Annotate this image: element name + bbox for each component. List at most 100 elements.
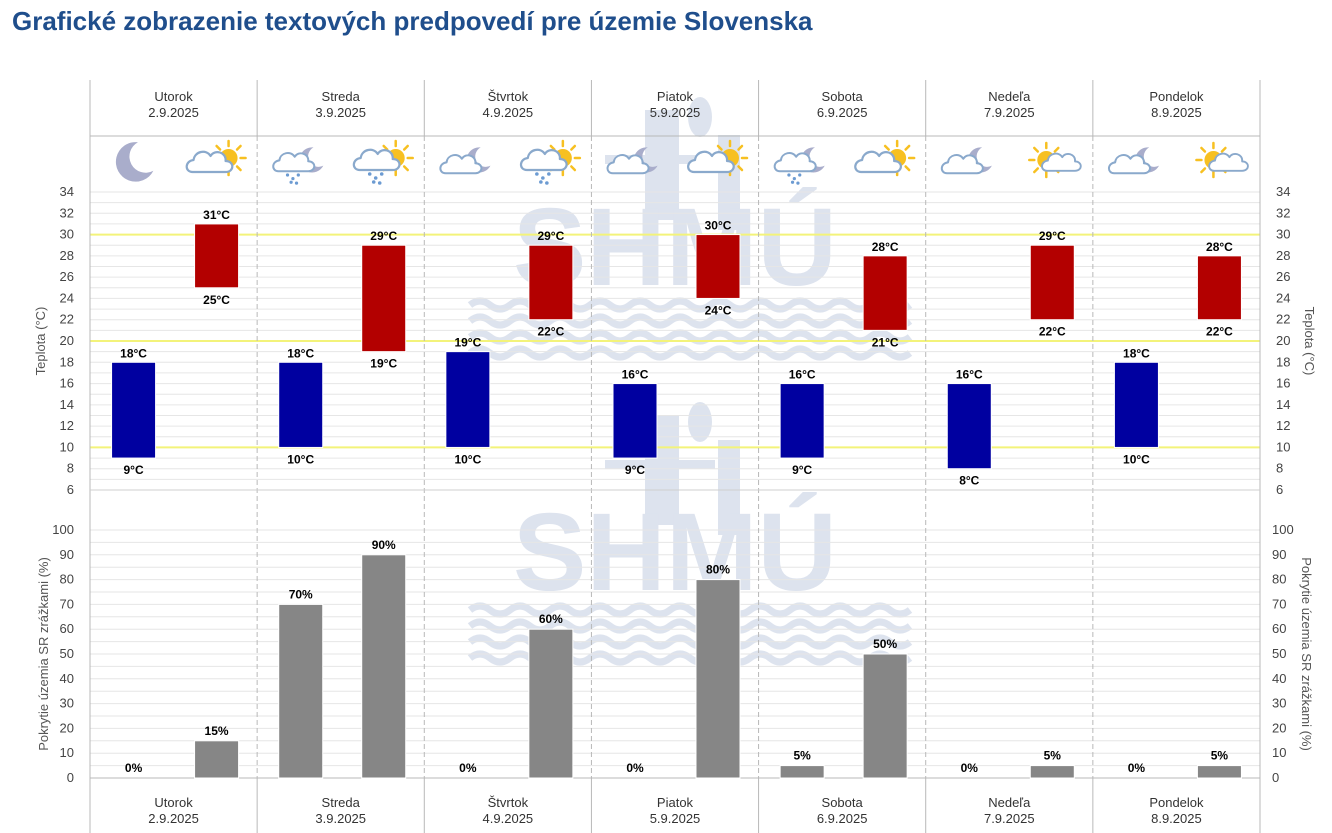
- header-day-date: 3.9.2025: [315, 105, 366, 120]
- precip-label: 0%: [459, 761, 477, 775]
- header-day-name: Utorok: [154, 89, 193, 104]
- temp-label-max: 29°C: [370, 229, 397, 243]
- temp-bar-night: [445, 351, 491, 448]
- precip-label: 15%: [205, 724, 229, 738]
- footer-day-date: 3.9.2025: [315, 811, 366, 826]
- temp-label-min: 8°C: [959, 474, 979, 488]
- temp-y-tick-right: 26: [1276, 269, 1290, 284]
- footer-day-date: 5.9.2025: [650, 811, 701, 826]
- precip-y-tick-left: 30: [60, 696, 74, 711]
- temp-label-max: 18°C: [287, 346, 314, 360]
- temp-y-tick-right: 14: [1276, 397, 1290, 412]
- header-day-date: 5.9.2025: [650, 105, 701, 120]
- bars-layer: [111, 223, 1242, 779]
- temp-label-min: 10°C: [287, 452, 314, 466]
- day-columns: Utorok2.9.2025Utorok2.9.2025Streda3.9.20…: [89, 80, 1261, 833]
- moon-icon: [115, 142, 154, 182]
- header-day-date: 8.9.2025: [1151, 105, 1202, 120]
- temp-y-tick-left: 22: [60, 312, 74, 327]
- header-day-name: Štvrtok: [488, 89, 529, 104]
- footer-day-name: Piatok: [657, 795, 694, 810]
- precip-y-tick-left: 40: [60, 671, 74, 686]
- temp-label-max: 30°C: [705, 219, 732, 233]
- precip-bar-day: [1029, 765, 1075, 779]
- watermark-wave: [467, 313, 913, 329]
- temp-y-tick-right: 24: [1276, 290, 1290, 305]
- footer-day-name: Sobota: [822, 795, 864, 810]
- footer-day-date: 6.9.2025: [817, 811, 868, 826]
- temp-label-min: 24°C: [705, 303, 732, 317]
- data-labels: 18°C 9°C 18°C 10°C 19°C 10°C 16°C 9°C 16°C 9°C 16°…: [120, 208, 1233, 775]
- footer-day-name: Štvrtok: [488, 795, 529, 810]
- sun-rain-icon: [352, 139, 414, 185]
- precip-y-tick-right: 70: [1272, 596, 1286, 611]
- precip-y-tick-left: 100: [52, 522, 74, 537]
- header-day-name: Streda: [322, 89, 361, 104]
- grid-layer: [90, 191, 1260, 779]
- temp-bar-night: [612, 383, 658, 459]
- precip-y-tick-left: 70: [60, 596, 74, 611]
- temp-y-axis-label-right: Teplota (°C): [1302, 307, 1317, 376]
- precip-bar-day: [361, 554, 407, 779]
- precip-y-tick-right: 40: [1272, 671, 1286, 686]
- precip-label: 5%: [1044, 749, 1062, 763]
- partly-sunny-icon: [854, 139, 916, 177]
- precip-label: 0%: [1128, 761, 1146, 775]
- temp-y-tick-left: 28: [60, 248, 74, 263]
- sun-rain-icon: [519, 139, 582, 185]
- temp-label-max: 19°C: [454, 336, 481, 350]
- night-rain-icon: [773, 147, 825, 185]
- temp-y-tick-right: 18: [1276, 354, 1290, 369]
- temp-label-max: 29°C: [537, 229, 564, 243]
- temp-y-tick-left: 32: [60, 205, 74, 220]
- precip-bar-night: [779, 765, 825, 779]
- precip-y-tick-right: 80: [1272, 572, 1286, 587]
- precip-bar-day: [695, 579, 741, 779]
- temp-label-min: 9°C: [792, 463, 812, 477]
- footer-day-name: Nedeľa: [988, 795, 1031, 810]
- header-day-date: 7.9.2025: [984, 105, 1035, 120]
- watermark-post: [718, 440, 740, 535]
- precip-y-tick-right: 30: [1272, 696, 1286, 711]
- watermark-mast: [645, 110, 679, 220]
- temp-y-tick-left: 12: [60, 418, 74, 433]
- temp-label-min: 9°C: [625, 463, 645, 477]
- temp-bar-day: [528, 244, 574, 321]
- temp-y-tick-left: 30: [60, 227, 74, 242]
- watermark-text: SHMÚ: [513, 491, 837, 614]
- watermark-wave: [467, 329, 913, 345]
- temp-bar-night: [779, 383, 825, 459]
- temp-y-tick-left: 6: [67, 482, 74, 497]
- watermark-cup: [688, 402, 712, 442]
- precip-label: 5%: [1211, 749, 1229, 763]
- temp-bar-day: [194, 223, 240, 289]
- temp-y-tick-left: 18: [60, 354, 74, 369]
- precip-y-tick-left: 50: [60, 646, 74, 661]
- precip-y-tick-right: 60: [1272, 621, 1286, 636]
- precip-label: 90%: [372, 538, 396, 552]
- precip-bar-day: [862, 653, 908, 779]
- temp-label-min: 22°C: [537, 325, 564, 339]
- page-title: Grafické zobrazenie textových predpovedí…: [12, 6, 813, 36]
- temp-y-tick-right: 16: [1276, 376, 1290, 391]
- header-day-date: 2.9.2025: [148, 105, 199, 120]
- temp-label-max: 16°C: [622, 368, 649, 382]
- footer-day-date: 7.9.2025: [984, 811, 1035, 826]
- temp-y-tick-right: 8: [1276, 461, 1283, 476]
- precip-y-tick-right: 100: [1272, 522, 1294, 537]
- precip-y-axis-label-right: Pokrytie územia SR zrážkami (%): [1299, 557, 1314, 751]
- watermark-arm: [605, 155, 715, 164]
- partly-sunny-icon: [185, 139, 247, 177]
- temp-y-tick-right: 6: [1276, 482, 1283, 497]
- header-day-date: 6.9.2025: [817, 105, 868, 120]
- precip-y-tick-right: 0: [1272, 770, 1279, 785]
- temp-y-tick-right: 10: [1276, 439, 1290, 454]
- precip-label: 0%: [626, 761, 644, 775]
- temp-label-min: 19°C: [370, 357, 397, 371]
- temp-bar-day: [361, 244, 407, 353]
- temp-y-tick-left: 20: [60, 333, 74, 348]
- header-day-date: 4.9.2025: [483, 105, 534, 120]
- temp-y-tick-left: 8: [67, 461, 74, 476]
- temp-label-max: 18°C: [120, 346, 147, 360]
- watermark-arm: [605, 460, 715, 469]
